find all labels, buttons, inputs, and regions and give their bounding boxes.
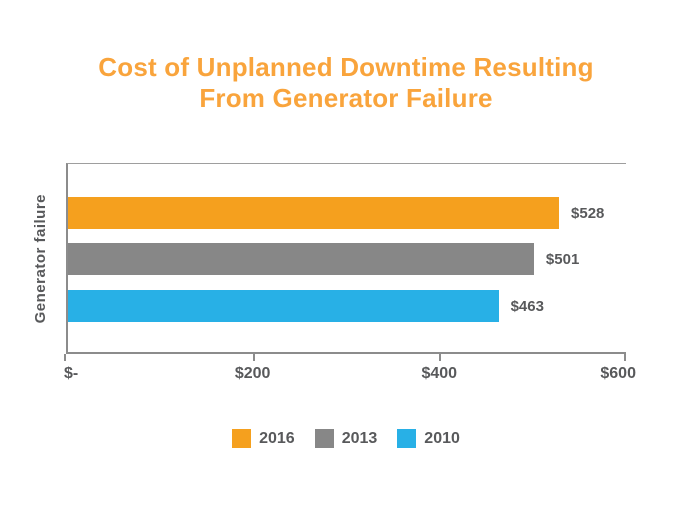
bar-2010 bbox=[68, 290, 499, 322]
chart-title-line2: From Generator Failure bbox=[199, 83, 493, 113]
legend-item-2013: 2013 bbox=[314, 429, 378, 448]
x-tick-label-400: $400 bbox=[421, 365, 458, 382]
chart-title: Cost of Unplanned Downtime Resulting Fro… bbox=[0, 52, 692, 114]
x-tick-label-200: $200 bbox=[234, 365, 271, 382]
value-label-2010: $463 bbox=[510, 297, 544, 315]
x-tick-label-0: $- bbox=[64, 365, 79, 382]
legend-label-2010: 2010 bbox=[424, 429, 460, 447]
legend-item-2016: 2016 bbox=[232, 429, 295, 448]
bar-row-2016: $528 bbox=[68, 197, 626, 229]
x-axis-tick-400 bbox=[439, 354, 442, 361]
x-axis-tick-600 bbox=[624, 354, 626, 361]
value-label-2016: $528 bbox=[571, 204, 605, 222]
legend-swatch-2010 bbox=[397, 429, 417, 448]
bar-row-2010: $463 bbox=[68, 290, 626, 322]
legend-swatch-2016 bbox=[232, 429, 252, 448]
chart-title-line1: Cost of Unplanned Downtime Resulting bbox=[98, 52, 594, 82]
x-axis-tick-labels: $- $200 $400 $600 bbox=[64, 365, 636, 385]
x-axis-tick-0 bbox=[64, 354, 66, 361]
bar-row-2013: $501 bbox=[68, 243, 626, 275]
legend: 2016 2013 2010 bbox=[0, 429, 692, 448]
legend-label-2013: 2013 bbox=[341, 429, 378, 447]
value-label-2013: $501 bbox=[545, 250, 580, 268]
legend-label-2016: 2016 bbox=[259, 429, 295, 447]
x-axis-tick-200 bbox=[252, 354, 255, 361]
bar-2013 bbox=[68, 243, 534, 275]
x-axis-tick-marks bbox=[64, 354, 626, 362]
legend-swatch-2013 bbox=[314, 429, 334, 448]
x-tick-label-600: $600 bbox=[600, 365, 636, 382]
y-axis-title-box: Generator failure bbox=[28, 163, 52, 354]
bar-2016 bbox=[68, 197, 560, 229]
y-axis-title: Generator failure bbox=[31, 193, 49, 324]
plot-area: $528 $501 $463 bbox=[66, 163, 626, 354]
legend-item-2010: 2010 bbox=[397, 429, 460, 448]
